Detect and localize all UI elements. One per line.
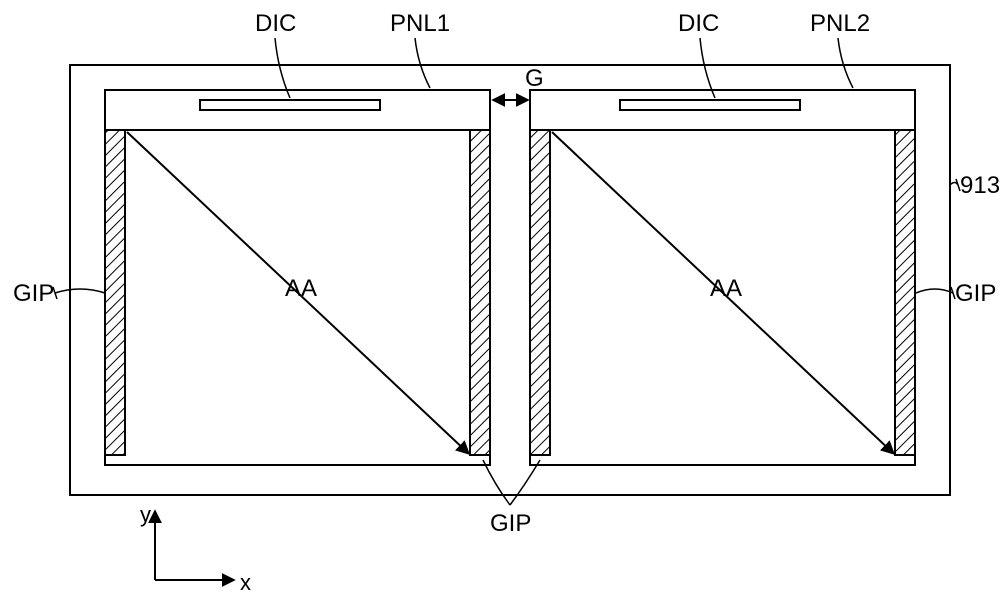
label-gip-b: GIP: [490, 510, 531, 538]
pnl2-gip-left: [530, 130, 550, 455]
pnl1-gip-right: [470, 130, 490, 455]
label-aa-right: AA: [710, 275, 742, 303]
pnl2-dic-bar: [620, 100, 800, 110]
label-913: 913: [960, 172, 1000, 200]
label-pnl1: PNL1: [390, 10, 450, 38]
leader-pnl1: [415, 38, 430, 88]
label-gip-r: GIP: [955, 280, 996, 308]
label-dic-left: DIC: [255, 10, 296, 38]
label-axis-y: y: [140, 502, 151, 528]
leader-pnl2: [838, 38, 853, 88]
leader-gip-r: [916, 289, 953, 293]
leader-gip-b-left: [483, 460, 510, 505]
diagram-canvas: DIC PNL1 G DIC PNL2 AA AA GIP GIP GIP 91…: [0, 0, 1000, 610]
pnl1-dic-bar: [200, 100, 380, 110]
leader-gip-l: [55, 289, 105, 293]
leader-gip-b-right: [510, 460, 540, 505]
label-dic-right: DIC: [678, 10, 719, 38]
label-g: G: [525, 65, 544, 93]
label-aa-left: AA: [285, 275, 317, 303]
label-axis-x: x: [240, 570, 251, 596]
pnl2-gip-right: [895, 130, 915, 455]
label-gip-l: GIP: [13, 280, 54, 308]
label-pnl2: PNL2: [810, 10, 870, 38]
pnl1-gip-left: [105, 130, 125, 455]
